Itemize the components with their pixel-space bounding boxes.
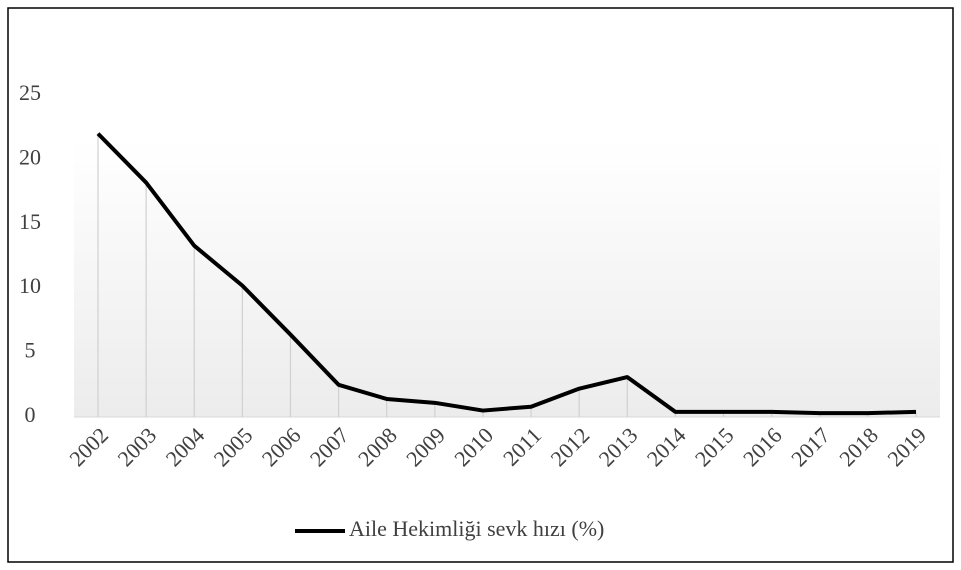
y-tick-label: 20 — [19, 144, 41, 169]
y-tick-label: 25 — [19, 80, 41, 105]
y-tick-label: 10 — [19, 273, 41, 298]
y-tick-label: 0 — [25, 402, 36, 427]
legend-label: Aile Hekimliği sevk hızı (%) — [349, 516, 604, 541]
data-line — [96, 132, 917, 416]
y-tick-label: 15 — [19, 209, 41, 234]
plot-background — [74, 140, 940, 417]
y-tick-label: 5 — [25, 338, 36, 363]
